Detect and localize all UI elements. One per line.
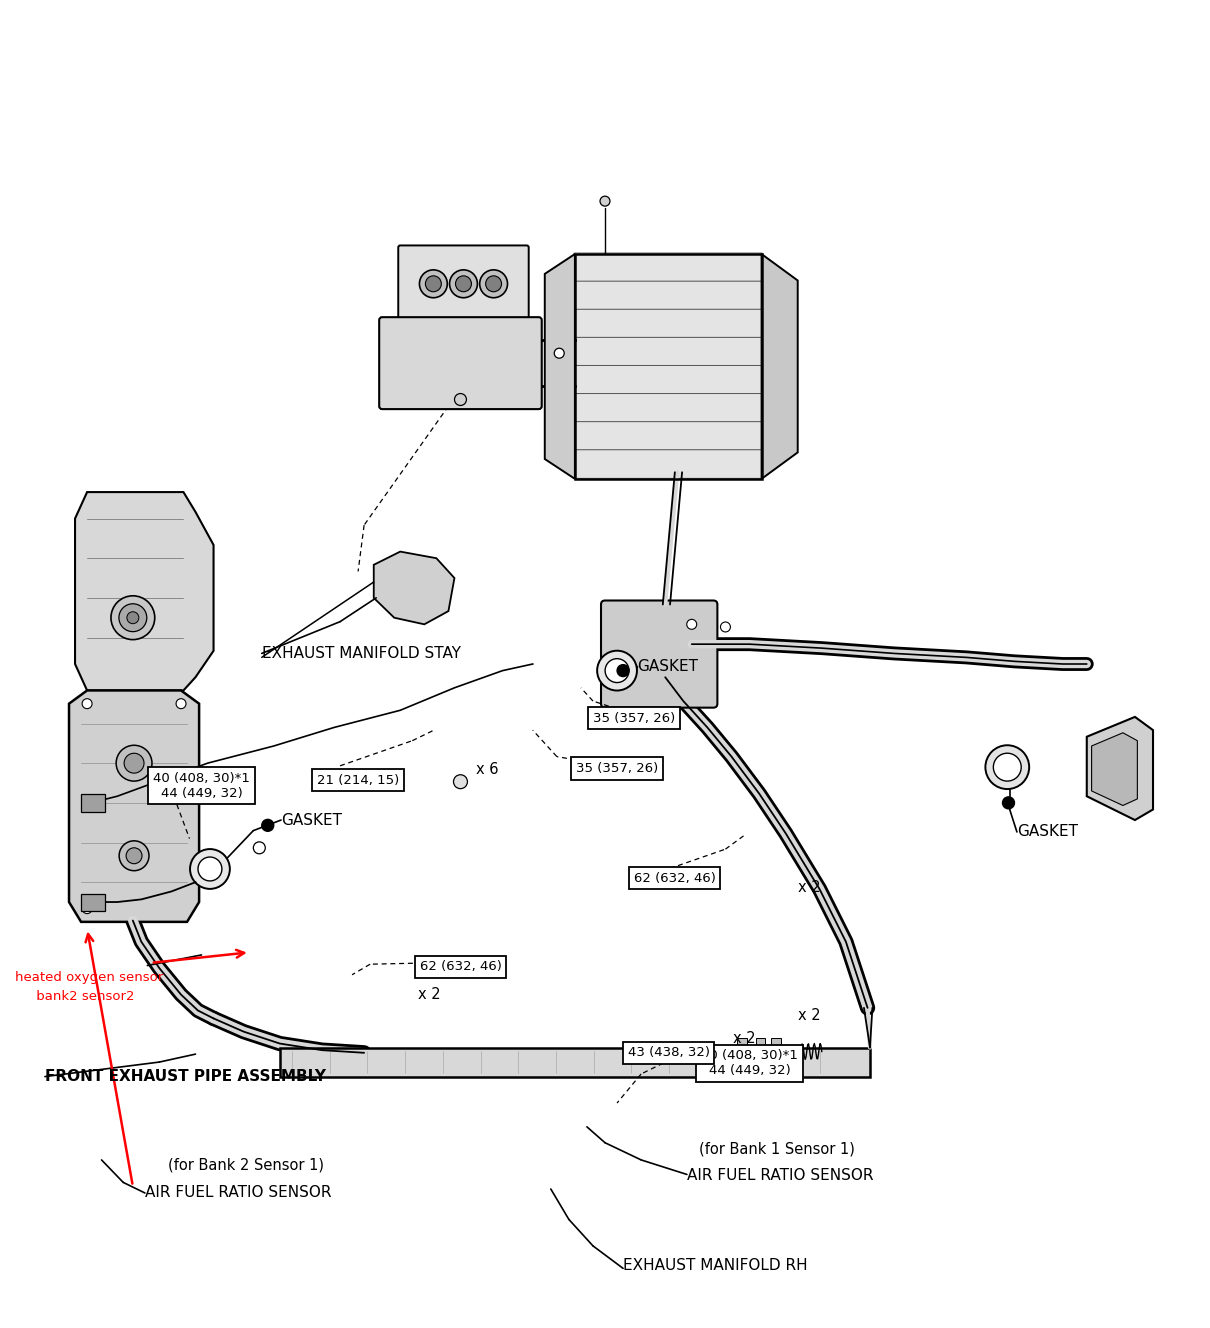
Circle shape bbox=[720, 622, 731, 632]
Bar bbox=[81, 794, 105, 813]
Text: 40 (408, 30)*1
44 (449, 32): 40 (408, 30)*1 44 (449, 32) bbox=[701, 1049, 797, 1077]
Text: 35 (357, 26): 35 (357, 26) bbox=[576, 762, 658, 776]
Text: 43 (438, 32): 43 (438, 32) bbox=[628, 1046, 710, 1060]
Text: GASKET: GASKET bbox=[1016, 825, 1078, 839]
Text: 40 (408, 30)*1
44 (449, 32): 40 (408, 30)*1 44 (449, 32) bbox=[154, 772, 250, 799]
Circle shape bbox=[485, 276, 502, 292]
Text: AIR FUEL RATIO SENSOR: AIR FUEL RATIO SENSOR bbox=[687, 1169, 874, 1183]
Circle shape bbox=[1003, 797, 1014, 809]
FancyBboxPatch shape bbox=[379, 317, 542, 409]
FancyBboxPatch shape bbox=[574, 365, 762, 394]
Circle shape bbox=[455, 393, 466, 405]
Text: EXHAUST MANIFOLD STAY: EXHAUST MANIFOLD STAY bbox=[261, 645, 461, 661]
Text: x 6: x 6 bbox=[476, 762, 499, 777]
Circle shape bbox=[261, 819, 273, 831]
Circle shape bbox=[420, 270, 448, 297]
FancyBboxPatch shape bbox=[574, 422, 762, 450]
Circle shape bbox=[125, 753, 144, 773]
Text: 35 (357, 26): 35 (357, 26) bbox=[593, 712, 675, 725]
Text: GASKET: GASKET bbox=[638, 659, 698, 675]
Text: EXHAUST MANIFOLD RH: EXHAUST MANIFOLD RH bbox=[623, 1258, 808, 1274]
Polygon shape bbox=[1087, 717, 1153, 821]
Circle shape bbox=[598, 651, 636, 691]
Text: 21 (214, 15): 21 (214, 15) bbox=[317, 774, 399, 788]
Text: x 2: x 2 bbox=[797, 880, 820, 895]
Circle shape bbox=[450, 270, 478, 297]
Bar bbox=[81, 894, 105, 911]
Circle shape bbox=[426, 276, 442, 292]
Circle shape bbox=[617, 664, 629, 676]
Text: (for Bank 2 Sensor 1): (for Bank 2 Sensor 1) bbox=[168, 1158, 324, 1173]
Text: x 2: x 2 bbox=[797, 1008, 820, 1024]
Text: 62 (632, 46): 62 (632, 46) bbox=[420, 960, 501, 973]
FancyBboxPatch shape bbox=[574, 450, 762, 478]
FancyBboxPatch shape bbox=[574, 337, 762, 367]
FancyBboxPatch shape bbox=[574, 309, 762, 337]
FancyBboxPatch shape bbox=[574, 254, 762, 282]
Text: heated oxygen sensor
     bank2 sensor2: heated oxygen sensor bank2 sensor2 bbox=[15, 971, 163, 1003]
FancyBboxPatch shape bbox=[574, 282, 762, 309]
Text: FRONT EXHAUST PIPE ASSEMBLY: FRONT EXHAUST PIPE ASSEMBLY bbox=[45, 1069, 325, 1084]
Circle shape bbox=[127, 612, 139, 624]
Circle shape bbox=[605, 659, 629, 683]
Circle shape bbox=[455, 276, 472, 292]
Circle shape bbox=[198, 857, 221, 880]
Circle shape bbox=[554, 348, 564, 359]
Circle shape bbox=[479, 270, 507, 297]
Circle shape bbox=[600, 197, 610, 206]
Circle shape bbox=[177, 699, 186, 709]
Circle shape bbox=[190, 849, 230, 888]
Bar bbox=[575, 254, 761, 479]
Circle shape bbox=[993, 753, 1021, 781]
Circle shape bbox=[687, 619, 697, 629]
Polygon shape bbox=[544, 254, 575, 479]
Circle shape bbox=[111, 596, 155, 640]
Bar bbox=[753, 1065, 767, 1073]
Polygon shape bbox=[75, 493, 213, 691]
Circle shape bbox=[116, 745, 152, 781]
Polygon shape bbox=[69, 691, 200, 922]
Bar bbox=[476, 287, 497, 303]
Bar bbox=[771, 1038, 780, 1068]
Polygon shape bbox=[1091, 733, 1137, 806]
Text: 62 (632, 46): 62 (632, 46) bbox=[634, 871, 716, 884]
Text: x 2: x 2 bbox=[419, 987, 440, 1003]
Circle shape bbox=[119, 604, 146, 632]
Polygon shape bbox=[761, 254, 797, 479]
Circle shape bbox=[119, 841, 149, 871]
FancyBboxPatch shape bbox=[398, 246, 529, 323]
Bar bbox=[768, 1065, 783, 1073]
Text: (for Bank 1 Sensor 1): (for Bank 1 Sensor 1) bbox=[699, 1142, 854, 1157]
Polygon shape bbox=[374, 551, 455, 624]
Text: GASKET: GASKET bbox=[281, 813, 342, 827]
Circle shape bbox=[82, 903, 92, 914]
Text: x 2: x 2 bbox=[733, 1031, 755, 1045]
Circle shape bbox=[126, 847, 142, 863]
Text: AIR FUEL RATIO SENSOR: AIR FUEL RATIO SENSOR bbox=[145, 1186, 332, 1201]
Bar bbox=[755, 1038, 765, 1068]
Circle shape bbox=[454, 774, 467, 789]
Bar bbox=[736, 1065, 749, 1073]
Circle shape bbox=[82, 699, 92, 709]
FancyBboxPatch shape bbox=[601, 600, 718, 708]
Circle shape bbox=[253, 842, 265, 854]
Circle shape bbox=[985, 745, 1030, 789]
Bar bbox=[280, 1048, 870, 1077]
FancyBboxPatch shape bbox=[574, 393, 762, 422]
Bar bbox=[737, 1038, 747, 1068]
